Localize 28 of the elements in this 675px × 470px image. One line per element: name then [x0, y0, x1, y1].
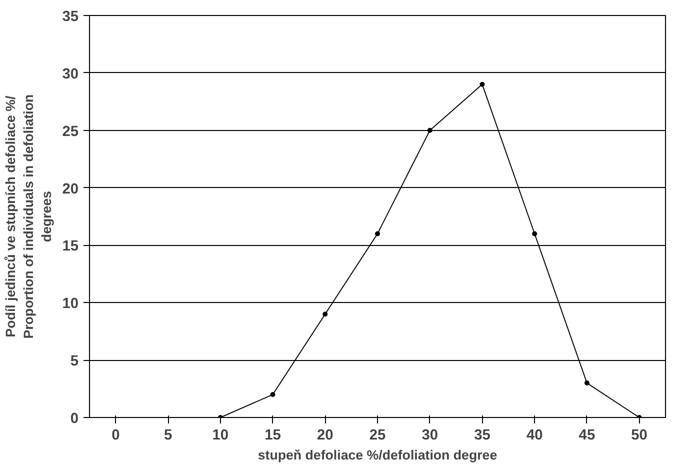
y-tick-label: 20 [62, 181, 79, 198]
y-tick-label: 25 [62, 124, 79, 140]
x-tick-label: 25 [369, 428, 386, 444]
y-tick-label: 5 [70, 354, 79, 370]
y-tick-label: 0 [70, 411, 79, 427]
x-tick-label: 40 [526, 428, 543, 444]
x-tick-label: 0 [112, 428, 120, 444]
point [375, 231, 380, 236]
y-tick-label: 15 [62, 238, 79, 255]
y-tick-label: 35 [62, 9, 79, 25]
x-tick-label: 45 [578, 428, 596, 444]
x-tick-label: 20 [316, 428, 334, 444]
point [480, 82, 485, 87]
point [532, 231, 538, 236]
x-tick-label: 30 [422, 428, 438, 444]
y-tick-label: 30 [62, 66, 79, 82]
point [322, 312, 328, 317]
x-tick-label: 35 [474, 428, 490, 444]
point [427, 128, 432, 133]
y-axis-title: Podíl jedinců ve stupních defoliace %/ Proportion of individuals in defoliation degrees [3, 94, 54, 339]
point [270, 392, 276, 398]
x-tick-label: 15 [264, 428, 281, 444]
x-axis-title: stupeň defoliace %/defoliation degree [258, 448, 498, 462]
point [584, 380, 590, 386]
x-tick-label: 5 [164, 428, 172, 444]
x-tick-label: 10 [212, 428, 229, 444]
y-tick-label: 10 [62, 296, 79, 312]
x-tick-label: 50 [631, 428, 648, 444]
